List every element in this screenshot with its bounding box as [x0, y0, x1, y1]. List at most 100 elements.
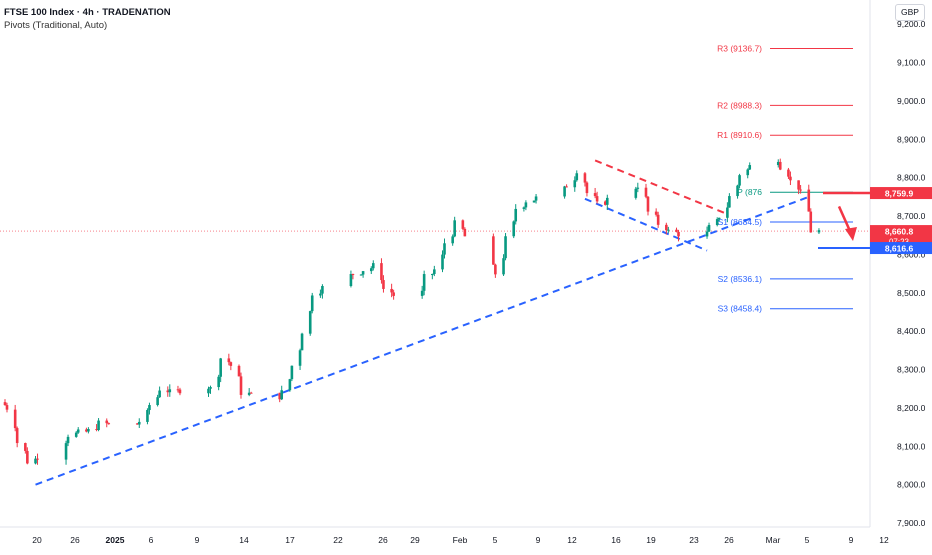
candle-body[interactable] — [677, 231, 680, 237]
candle-body[interactable] — [229, 362, 233, 366]
candle-body[interactable] — [728, 196, 731, 208]
candle-body[interactable] — [15, 428, 19, 444]
candle-body[interactable] — [156, 397, 159, 406]
candle-body[interactable] — [807, 189, 811, 212]
candle-body[interactable] — [667, 229, 670, 231]
candle-body[interactable] — [148, 405, 151, 411]
candle-body[interactable] — [646, 196, 650, 212]
candle-body[interactable] — [249, 392, 253, 394]
candle-body[interactable] — [522, 207, 526, 209]
candle-body[interactable] — [654, 211, 658, 215]
candle-body[interactable] — [797, 180, 800, 190]
candle-body[interactable] — [319, 293, 322, 296]
candle-body[interactable] — [146, 410, 149, 422]
candle-body[interactable] — [168, 389, 172, 393]
candle-body[interactable] — [298, 350, 302, 366]
candle-body[interactable] — [382, 280, 385, 289]
candle-body[interactable] — [217, 376, 220, 388]
projection-arrow-line[interactable] — [837, 205, 852, 232]
candle-body[interactable] — [390, 288, 393, 293]
candle-body[interactable] — [644, 187, 648, 197]
candle-body[interactable] — [278, 392, 282, 400]
candle-body[interactable] — [97, 420, 100, 430]
indicator-label[interactable]: Pivots (Traditional, Auto) — [4, 20, 108, 31]
candle-body[interactable] — [799, 189, 802, 191]
candle-body[interactable] — [64, 443, 68, 460]
candle-body[interactable] — [593, 193, 597, 197]
candle-body[interactable] — [239, 376, 243, 395]
candle-body[interactable] — [321, 286, 324, 294]
candle-body[interactable] — [369, 268, 373, 272]
currency-badge[interactable]: GBP — [895, 4, 925, 21]
candle-body[interactable] — [176, 389, 180, 391]
candle-body[interactable] — [453, 220, 456, 237]
candle-body[interactable] — [300, 333, 304, 351]
price-badge[interactable]: 8,759.9 — [870, 187, 932, 200]
candle-body[interactable] — [441, 254, 444, 270]
candle-body[interactable] — [431, 274, 434, 276]
candle-body[interactable] — [310, 295, 314, 312]
candle-body[interactable] — [817, 230, 821, 233]
trendline-channel-lower[interactable] — [584, 197, 708, 252]
candle-body[interactable] — [705, 231, 709, 237]
candle-body[interactable] — [207, 388, 210, 394]
candle-body[interactable] — [494, 264, 497, 275]
candle-body[interactable] — [85, 429, 88, 432]
candle-body[interactable] — [656, 214, 660, 225]
candle-body[interactable] — [420, 290, 424, 296]
candle-body[interactable] — [74, 432, 78, 437]
candle-body[interactable] — [433, 269, 436, 275]
candle-body[interactable] — [280, 390, 284, 400]
candle-body[interactable] — [227, 358, 231, 363]
candle-body[interactable] — [351, 274, 355, 276]
candlestick-series[interactable] — [3, 158, 821, 465]
candle-body[interactable] — [717, 217, 721, 220]
candle-body[interactable] — [715, 219, 719, 226]
candle-body[interactable] — [137, 421, 141, 425]
candle-body[interactable] — [219, 358, 222, 377]
candle-body[interactable] — [514, 208, 518, 222]
candle-body[interactable] — [36, 458, 39, 460]
candle-body[interactable] — [95, 429, 98, 431]
candle-body[interactable] — [534, 196, 538, 201]
candle-body[interactable] — [789, 176, 792, 181]
candle-body[interactable] — [76, 429, 80, 433]
candle-body[interactable] — [573, 180, 577, 188]
candle-body[interactable] — [746, 169, 750, 176]
candle-body[interactable] — [787, 169, 790, 177]
candle-body[interactable] — [463, 228, 467, 237]
candle-body[interactable] — [308, 311, 312, 334]
candle-body[interactable] — [738, 175, 741, 186]
candle-body[interactable] — [565, 186, 568, 188]
candle-body[interactable] — [361, 271, 365, 275]
price-badge[interactable]: 8,616.6 — [870, 242, 932, 255]
candle-body[interactable] — [209, 387, 212, 389]
candle-body[interactable] — [583, 173, 587, 183]
candle-body[interactable] — [13, 409, 17, 429]
candle-body[interactable] — [726, 207, 729, 218]
candle-body[interactable] — [237, 365, 241, 377]
candle-body[interactable] — [634, 188, 638, 198]
trendline-channel-upper[interactable] — [594, 159, 728, 216]
candle-body[interactable] — [512, 221, 516, 237]
candle-body[interactable] — [349, 274, 353, 287]
candle-body[interactable] — [166, 390, 170, 393]
candle-body[interactable] — [87, 429, 90, 432]
candle-body[interactable] — [135, 423, 139, 425]
candle-body[interactable] — [595, 196, 599, 202]
candle-body[interactable] — [532, 200, 536, 203]
candle-body[interactable] — [748, 165, 752, 170]
candle-body[interactable] — [247, 392, 251, 395]
candle-body[interactable] — [575, 173, 579, 181]
candle-body[interactable] — [524, 202, 528, 208]
candle-body[interactable] — [443, 243, 446, 255]
candle-body[interactable] — [461, 220, 465, 229]
trendline-uptrend-support[interactable] — [35, 195, 810, 486]
candle-body[interactable] — [776, 161, 780, 166]
candle-body[interactable] — [288, 379, 292, 391]
candle-body[interactable] — [809, 211, 813, 233]
candle-body[interactable] — [26, 450, 29, 464]
candle-body[interactable] — [675, 229, 678, 232]
